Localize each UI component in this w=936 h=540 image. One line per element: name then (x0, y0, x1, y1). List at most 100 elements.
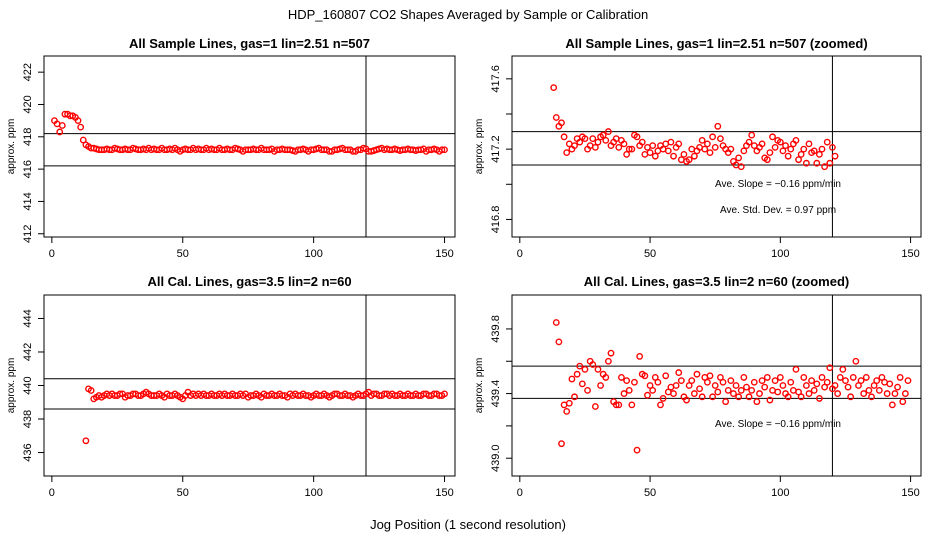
data-point (868, 393, 875, 401)
data-point (698, 393, 706, 401)
data-point (860, 390, 868, 397)
data-point (116, 390, 124, 398)
data-point (894, 383, 901, 391)
data-point (667, 138, 675, 146)
x-tick-label: 50 (177, 248, 189, 260)
data-point (771, 143, 779, 151)
data-point (839, 365, 847, 373)
data-point (649, 386, 657, 394)
data-point (784, 152, 792, 160)
data-point (555, 338, 563, 346)
data-point (792, 136, 800, 144)
data-point (776, 374, 784, 381)
data-point (758, 377, 766, 385)
data-point (865, 386, 873, 394)
figure-title: HDP_160807 CO2 Shapes Averaged by Sample… (288, 7, 648, 22)
data-point (644, 391, 651, 399)
x-tick-label: 150 (901, 487, 919, 499)
data-point (847, 393, 855, 401)
data-point (670, 152, 677, 160)
data-point (591, 143, 599, 151)
data-point (792, 365, 800, 373)
data-point (594, 365, 602, 373)
data-point (730, 390, 737, 397)
data-point (571, 142, 578, 150)
data-point (891, 390, 899, 397)
x-tick-label: 0 (517, 248, 523, 260)
data-point (797, 151, 805, 158)
data-point (58, 122, 66, 129)
data-point (758, 140, 766, 148)
data-point (823, 138, 831, 146)
data-point (735, 154, 743, 162)
data-point (602, 136, 610, 144)
data-point (558, 440, 565, 448)
chart-panel-3: All Cal. Lines, gas=3.5 lin=2 n=60 0 50 100… (6, 274, 456, 499)
data-point (719, 378, 727, 386)
data-point (87, 387, 95, 394)
data-point (604, 128, 612, 135)
data-point (740, 374, 748, 381)
data-point (563, 407, 571, 415)
data-point (696, 385, 703, 393)
data-point (581, 365, 589, 373)
data-point (706, 372, 714, 380)
data-point (550, 84, 558, 92)
data-point (563, 149, 571, 157)
y-tick-label: 444 (22, 309, 34, 327)
data-point (638, 138, 646, 146)
data-point (441, 146, 448, 154)
data-point (818, 374, 826, 381)
data-point (802, 159, 810, 167)
data-point (670, 390, 677, 397)
x-tick-label: 0 (49, 487, 55, 499)
data-point (743, 383, 750, 391)
x-tick-label: 100 (304, 248, 322, 260)
data-point (578, 380, 586, 388)
data-point (677, 377, 685, 385)
y-tick-label: 436 (22, 443, 34, 461)
data-point (657, 401, 664, 409)
data-point (690, 152, 698, 160)
data-point (816, 395, 823, 402)
data-point (722, 398, 730, 406)
data-point (818, 145, 826, 153)
data-point (745, 393, 753, 401)
data-point (597, 382, 604, 389)
data-point (649, 142, 657, 150)
data-point (625, 145, 633, 153)
data-point (737, 163, 745, 171)
data-point (771, 377, 779, 385)
data-point (750, 378, 758, 386)
chart-panel-1: All Sample Lines, gas=1 lin=2.51 n=507 0 5… (6, 36, 456, 260)
data-point (709, 133, 716, 141)
y-tick-label: 438 (22, 410, 34, 428)
data-point (756, 390, 763, 397)
data-point (604, 357, 612, 365)
data-point (552, 114, 560, 121)
data-point (776, 138, 784, 146)
data-point (795, 156, 802, 164)
data-point (886, 380, 894, 388)
panel-title: All Sample Lines, gas=1 lin=2.51 n=507 (… (565, 36, 867, 51)
data-point (711, 143, 719, 151)
data-point (631, 378, 638, 386)
x-tick-label: 50 (644, 248, 656, 260)
data-point (589, 361, 597, 368)
data-point (589, 135, 597, 142)
data-point (615, 143, 623, 151)
data-point (805, 390, 813, 397)
data-point (628, 145, 636, 153)
data-point (787, 145, 795, 153)
data-point (565, 399, 573, 407)
data-point (664, 147, 672, 155)
data-point (844, 383, 852, 391)
data-point (727, 145, 735, 153)
data-point (571, 393, 578, 401)
data-point (748, 386, 756, 394)
data-point (625, 386, 633, 394)
y-tick-label: 418 (22, 128, 34, 146)
data-point (717, 135, 724, 142)
data-point (82, 437, 90, 445)
data-point (693, 370, 701, 378)
